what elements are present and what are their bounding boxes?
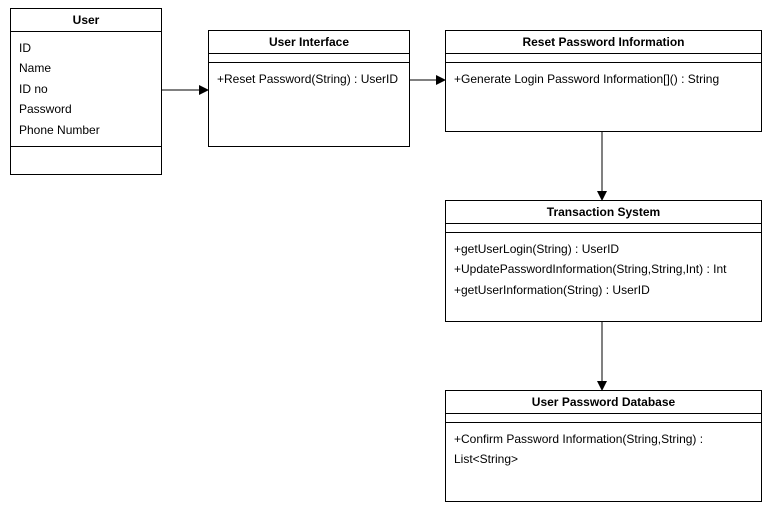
class-attribute: Phone Number [19,120,153,140]
class-resetPasswordInfo: Reset Password Information +Generate Logi… [445,30,762,132]
class-attributes-section [446,414,761,423]
class-operation: +UpdatePasswordInformation(String,String… [454,259,753,279]
class-operation: +Reset Password(String) : UserID [217,69,401,89]
class-userPasswordDb: User Password Database +Confirm Password … [445,390,762,502]
class-operation: +getUserInformation(String) : UserID [454,280,753,300]
class-attributes-section [446,54,761,63]
class-attribute: ID no [19,79,153,99]
class-operation: +Generate Login Password Information[]()… [454,69,753,89]
class-operations-section [11,147,161,155]
class-attributes-section: IDNameID noPasswordPhone Number [11,32,161,147]
class-title: Transaction System [446,201,761,224]
class-attribute: Name [19,58,153,78]
class-title: Reset Password Information [446,31,761,54]
class-title: User [11,9,161,32]
class-attributes-section [209,54,409,63]
class-operation: +getUserLogin(String) : UserID [454,239,753,259]
class-transactionSystem: Transaction System +getUserLogin(String) … [445,200,762,322]
class-operations-section: +Reset Password(String) : UserID [209,63,409,95]
class-attribute: Password [19,99,153,119]
class-user: UserIDNameID noPasswordPhone Number [10,8,162,175]
class-operation: +Confirm Password Information(String,Str… [454,429,753,470]
class-operations-section: +getUserLogin(String) : UserID+UpdatePas… [446,233,761,306]
class-title: User Interface [209,31,409,54]
class-attributes-section [446,224,761,233]
uml-diagram-canvas: UserIDNameID noPasswordPhone NumberUser … [0,0,783,509]
class-userInterface: User Interface +Reset Password(String) : … [208,30,410,147]
class-operations-section: +Generate Login Password Information[]()… [446,63,761,95]
class-title: User Password Database [446,391,761,414]
class-operations-section: +Confirm Password Information(String,Str… [446,423,761,476]
class-attribute: ID [19,38,153,58]
